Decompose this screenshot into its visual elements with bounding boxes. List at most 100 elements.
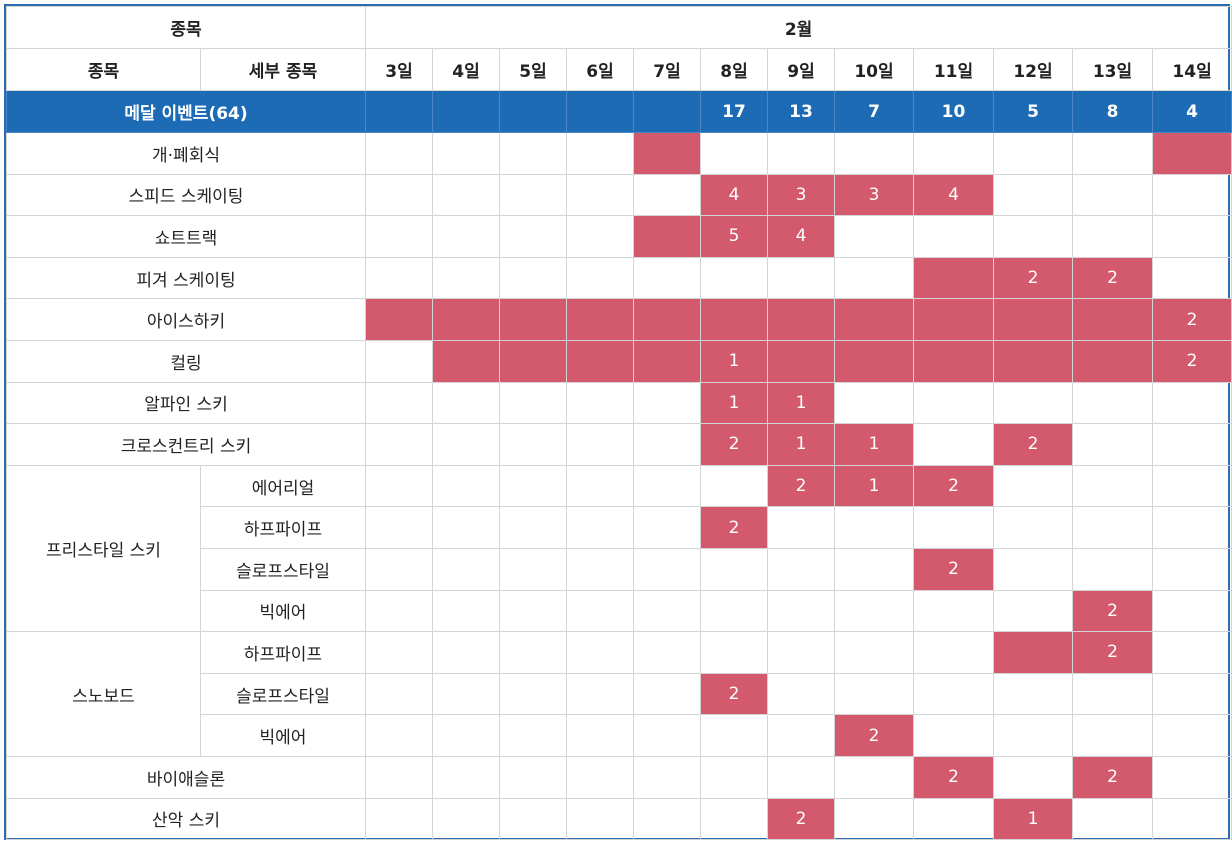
empty-day-cell — [700, 755, 768, 799]
empty-day-cell — [566, 423, 634, 466]
empty-day-cell — [993, 589, 1073, 633]
empty-day-cell — [432, 797, 500, 841]
header-row-month: 종목 2월 — [6, 6, 1232, 49]
sport-name: 산악 스키 — [6, 797, 366, 841]
event-day-cell — [633, 215, 701, 258]
medal-events-label: 메달 이벤트(64) — [6, 90, 366, 133]
empty-day-cell — [700, 797, 768, 841]
event-day-cell: 2 — [1151, 298, 1232, 341]
empty-day-cell — [633, 714, 701, 757]
event-day-cell — [365, 298, 433, 341]
empty-day-cell — [566, 672, 634, 716]
empty-day-cell — [499, 381, 567, 425]
empty-day-cell — [834, 547, 914, 591]
table-row: 바이애슬론 2 2 — [6, 755, 1232, 799]
event-day-cell: 2 — [1151, 339, 1232, 383]
event-day-cell — [633, 132, 701, 175]
event-day-cell — [499, 339, 567, 383]
empty-day-cell — [1151, 755, 1232, 799]
header-month: 2월 — [364, 6, 1232, 49]
empty-day-cell — [633, 423, 701, 466]
sport-name: 아이스하키 — [6, 298, 366, 341]
event-day-cell — [767, 298, 835, 341]
empty-day-cell — [834, 381, 914, 425]
event-day-cell: 1 — [767, 381, 835, 425]
table-row: 산악 스키 2 1 — [6, 797, 1232, 841]
empty-day-cell — [834, 215, 914, 258]
empty-day-cell — [913, 215, 994, 258]
event-day-cell: 2 — [1072, 256, 1153, 300]
empty-day-cell — [1151, 797, 1232, 841]
event-day-cell: 2 — [913, 755, 994, 799]
empty-day-cell — [432, 464, 500, 508]
empty-day-cell — [1072, 547, 1153, 591]
empty-day-cell — [365, 173, 433, 217]
empty-day-cell — [365, 547, 433, 591]
empty-day-cell — [365, 506, 433, 549]
table-row: 피겨 스케이팅 2 2 — [6, 256, 1232, 300]
event-day-cell: 1 — [700, 381, 768, 425]
empty-day-cell — [834, 797, 914, 841]
event-day-cell — [834, 339, 914, 383]
event-day-cell: 1 — [993, 797, 1073, 841]
empty-day-cell — [767, 506, 835, 549]
sport-name: 알파인 스키 — [6, 381, 366, 425]
empty-day-cell — [633, 256, 701, 300]
empty-day-cell — [834, 589, 914, 633]
empty-day-cell — [1151, 589, 1232, 633]
table-row: 슬로프스타일 2 — [7, 547, 1232, 591]
empty-day-cell — [913, 672, 994, 716]
header-day: 13일 — [1072, 48, 1153, 91]
empty-day-cell — [834, 132, 914, 175]
header-row-days: 종목 세부 종목 3일 4일 5일 6일 7일 8일 9일 10일 11일 12일 13일 14일 — [6, 48, 1232, 91]
sub-sport-name: 에어리얼 — [200, 464, 366, 508]
table-row: 스노보드 하프파이프 2 — [6, 631, 1232, 757]
event-day-cell — [913, 256, 994, 300]
event-day-cell: 2 — [700, 506, 768, 549]
event-day-cell: 1 — [834, 464, 914, 508]
empty-day-cell — [700, 464, 768, 508]
empty-day-cell — [432, 381, 500, 425]
table-row: 빅에어 2 — [7, 714, 1232, 757]
empty-day-cell — [365, 631, 433, 674]
event-day-cell — [700, 298, 768, 341]
empty-day-cell — [913, 589, 994, 633]
empty-day-cell — [633, 547, 701, 591]
empty-day-cell — [993, 464, 1073, 508]
empty-day-cell — [566, 714, 634, 757]
empty-day-cell — [365, 423, 433, 466]
empty-day-cell — [432, 423, 500, 466]
event-day-cell: 2 — [767, 464, 835, 508]
table-row: 쇼트트랙 5 4 — [6, 215, 1232, 258]
empty-day-cell — [1151, 672, 1232, 716]
empty-day-cell — [1151, 423, 1232, 466]
empty-day-cell — [499, 256, 567, 300]
sub-sport-name: 하프파이프 — [200, 506, 366, 549]
empty-day-cell — [633, 589, 701, 633]
sub-sport-name: 하프파이프 — [200, 631, 366, 674]
sport-name: 스노보드 — [6, 631, 201, 757]
event-day-cell: 2 — [913, 464, 994, 508]
empty-day-cell — [1072, 132, 1153, 175]
empty-day-cell — [432, 215, 500, 258]
empty-day-cell — [499, 132, 567, 175]
medal-count-cell: 10 — [913, 90, 994, 133]
empty-day-cell — [993, 381, 1073, 425]
empty-day-cell — [499, 631, 567, 674]
empty-day-cell — [499, 589, 567, 633]
empty-day-cell — [365, 132, 433, 175]
header-day: 5일 — [499, 48, 567, 91]
empty-day-cell — [700, 631, 768, 674]
empty-day-cell — [1151, 381, 1232, 425]
empty-day-cell — [365, 256, 433, 300]
empty-day-cell — [993, 215, 1073, 258]
empty-day-cell — [1151, 547, 1232, 591]
empty-day-cell — [767, 256, 835, 300]
empty-day-cell — [993, 672, 1073, 716]
empty-day-cell — [365, 381, 433, 425]
header-day: 12일 — [993, 48, 1073, 91]
table-row: 알파인 스키 1 1 — [6, 381, 1232, 425]
event-day-cell: 2 — [1072, 631, 1153, 674]
event-day-cell: 1 — [767, 423, 835, 466]
empty-day-cell — [633, 464, 701, 508]
